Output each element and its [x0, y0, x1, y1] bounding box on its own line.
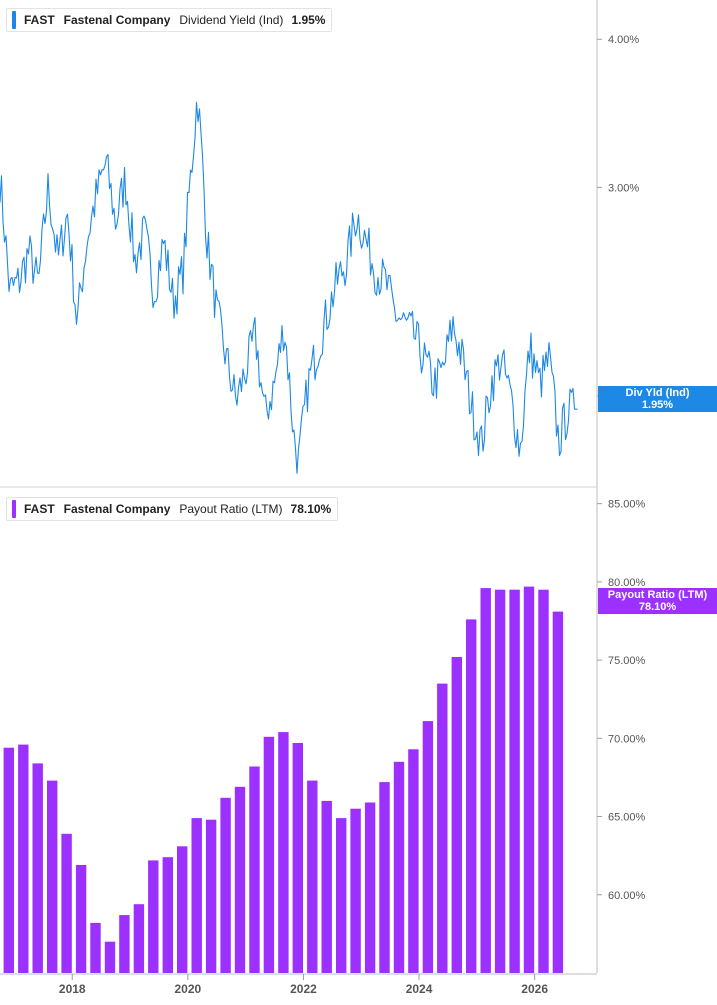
y-tick-label: 75.00%: [608, 655, 646, 667]
payout-bar: [437, 683, 448, 973]
payout-bar: [336, 818, 347, 973]
payout-bar: [61, 833, 72, 973]
x-tick-label: 2020: [174, 982, 201, 996]
payout-bar: [177, 846, 188, 973]
last-value-tag-yield: Div Yld (Ind) 1.95%: [598, 386, 717, 412]
y-tick-label: 85.00%: [608, 499, 646, 511]
payout-color-swatch: [12, 500, 16, 518]
x-tick-label: 2026: [521, 982, 548, 996]
payout-bar: [18, 744, 29, 973]
payout-bar: [263, 736, 275, 973]
x-tick-label: 2024: [406, 982, 433, 996]
legend-ticker: FAST: [24, 13, 55, 27]
tick-labels: 2.00%3.00%4.00%60.00%65.00%70.00%75.00%8…: [59, 34, 646, 996]
payout-bar: [162, 857, 173, 973]
dividend-yield-line: [0, 101, 578, 474]
legend-dividend-yield: FAST Fastenal Company Dividend Yield (In…: [6, 8, 333, 32]
y-tick-label: 80.00%: [608, 577, 646, 589]
dividend-yield-plot: [0, 101, 578, 474]
payout-bar: [191, 818, 202, 973]
payout-bar: [523, 586, 535, 973]
y-tick-label: 65.00%: [608, 812, 646, 824]
tag-label: Div Yld (Ind): [625, 387, 690, 399]
legend-metric: Dividend Yield (Ind): [179, 13, 284, 27]
payout-bar: [205, 819, 217, 973]
legend-value: 78.10%: [290, 502, 332, 516]
y-tick-label: 70.00%: [608, 733, 646, 745]
y-tick-label: 60.00%: [608, 890, 646, 902]
payout-bar: [494, 589, 506, 973]
payout-bar: [133, 904, 145, 973]
payout-bar: [104, 941, 116, 973]
legend-value: 1.95%: [291, 13, 326, 27]
payout-bar: [148, 860, 159, 973]
payout-bar: [480, 588, 491, 973]
payout-bar: [451, 657, 462, 973]
payout-bar: [552, 611, 564, 973]
payout-ratio-plot: [3, 586, 564, 973]
x-tick-label: 2018: [59, 982, 86, 996]
payout-bar: [119, 915, 130, 973]
payout-bar: [47, 780, 58, 973]
payout-bar: [278, 732, 289, 973]
payout-bar: [234, 786, 246, 973]
payout-bar: [538, 589, 549, 973]
y-tick-label: 4.00%: [608, 34, 639, 46]
payout-bar: [379, 782, 390, 973]
payout-bar: [90, 922, 101, 973]
payout-bar: [509, 589, 520, 973]
yield-color-swatch: [12, 11, 16, 29]
last-value-tag-payout: Payout Ratio (LTM) 78.10%: [598, 588, 717, 614]
legend-company: Fastenal Company: [63, 502, 171, 516]
tag-value: 78.10%: [638, 601, 677, 613]
tag-label: Payout Ratio (LTM): [607, 589, 708, 601]
legend-metric: Payout Ratio (LTM): [179, 502, 283, 516]
payout-bar: [3, 747, 14, 973]
payout-bar: [75, 865, 87, 973]
payout-bar: [393, 761, 405, 973]
y-tick-label: 3.00%: [608, 182, 639, 194]
payout-bar: [321, 800, 332, 973]
payout-bar: [32, 763, 43, 973]
legend-company: Fastenal Company: [63, 13, 171, 27]
payout-bar: [307, 780, 318, 973]
payout-bar: [422, 721, 434, 973]
axes: [0, 0, 598, 975]
payout-bar: [364, 802, 376, 973]
legend-ticker: FAST: [24, 502, 55, 516]
payout-bar: [292, 743, 303, 973]
payout-bar: [249, 766, 260, 973]
payout-bar: [466, 619, 477, 973]
legend-payout-ratio: FAST Fastenal Company Payout Ratio (LTM)…: [6, 497, 339, 521]
x-tick-label: 2022: [290, 982, 317, 996]
payout-bar: [350, 808, 361, 973]
payout-bar: [408, 749, 419, 973]
payout-bar: [220, 797, 231, 973]
tag-value: 1.95%: [641, 399, 674, 411]
